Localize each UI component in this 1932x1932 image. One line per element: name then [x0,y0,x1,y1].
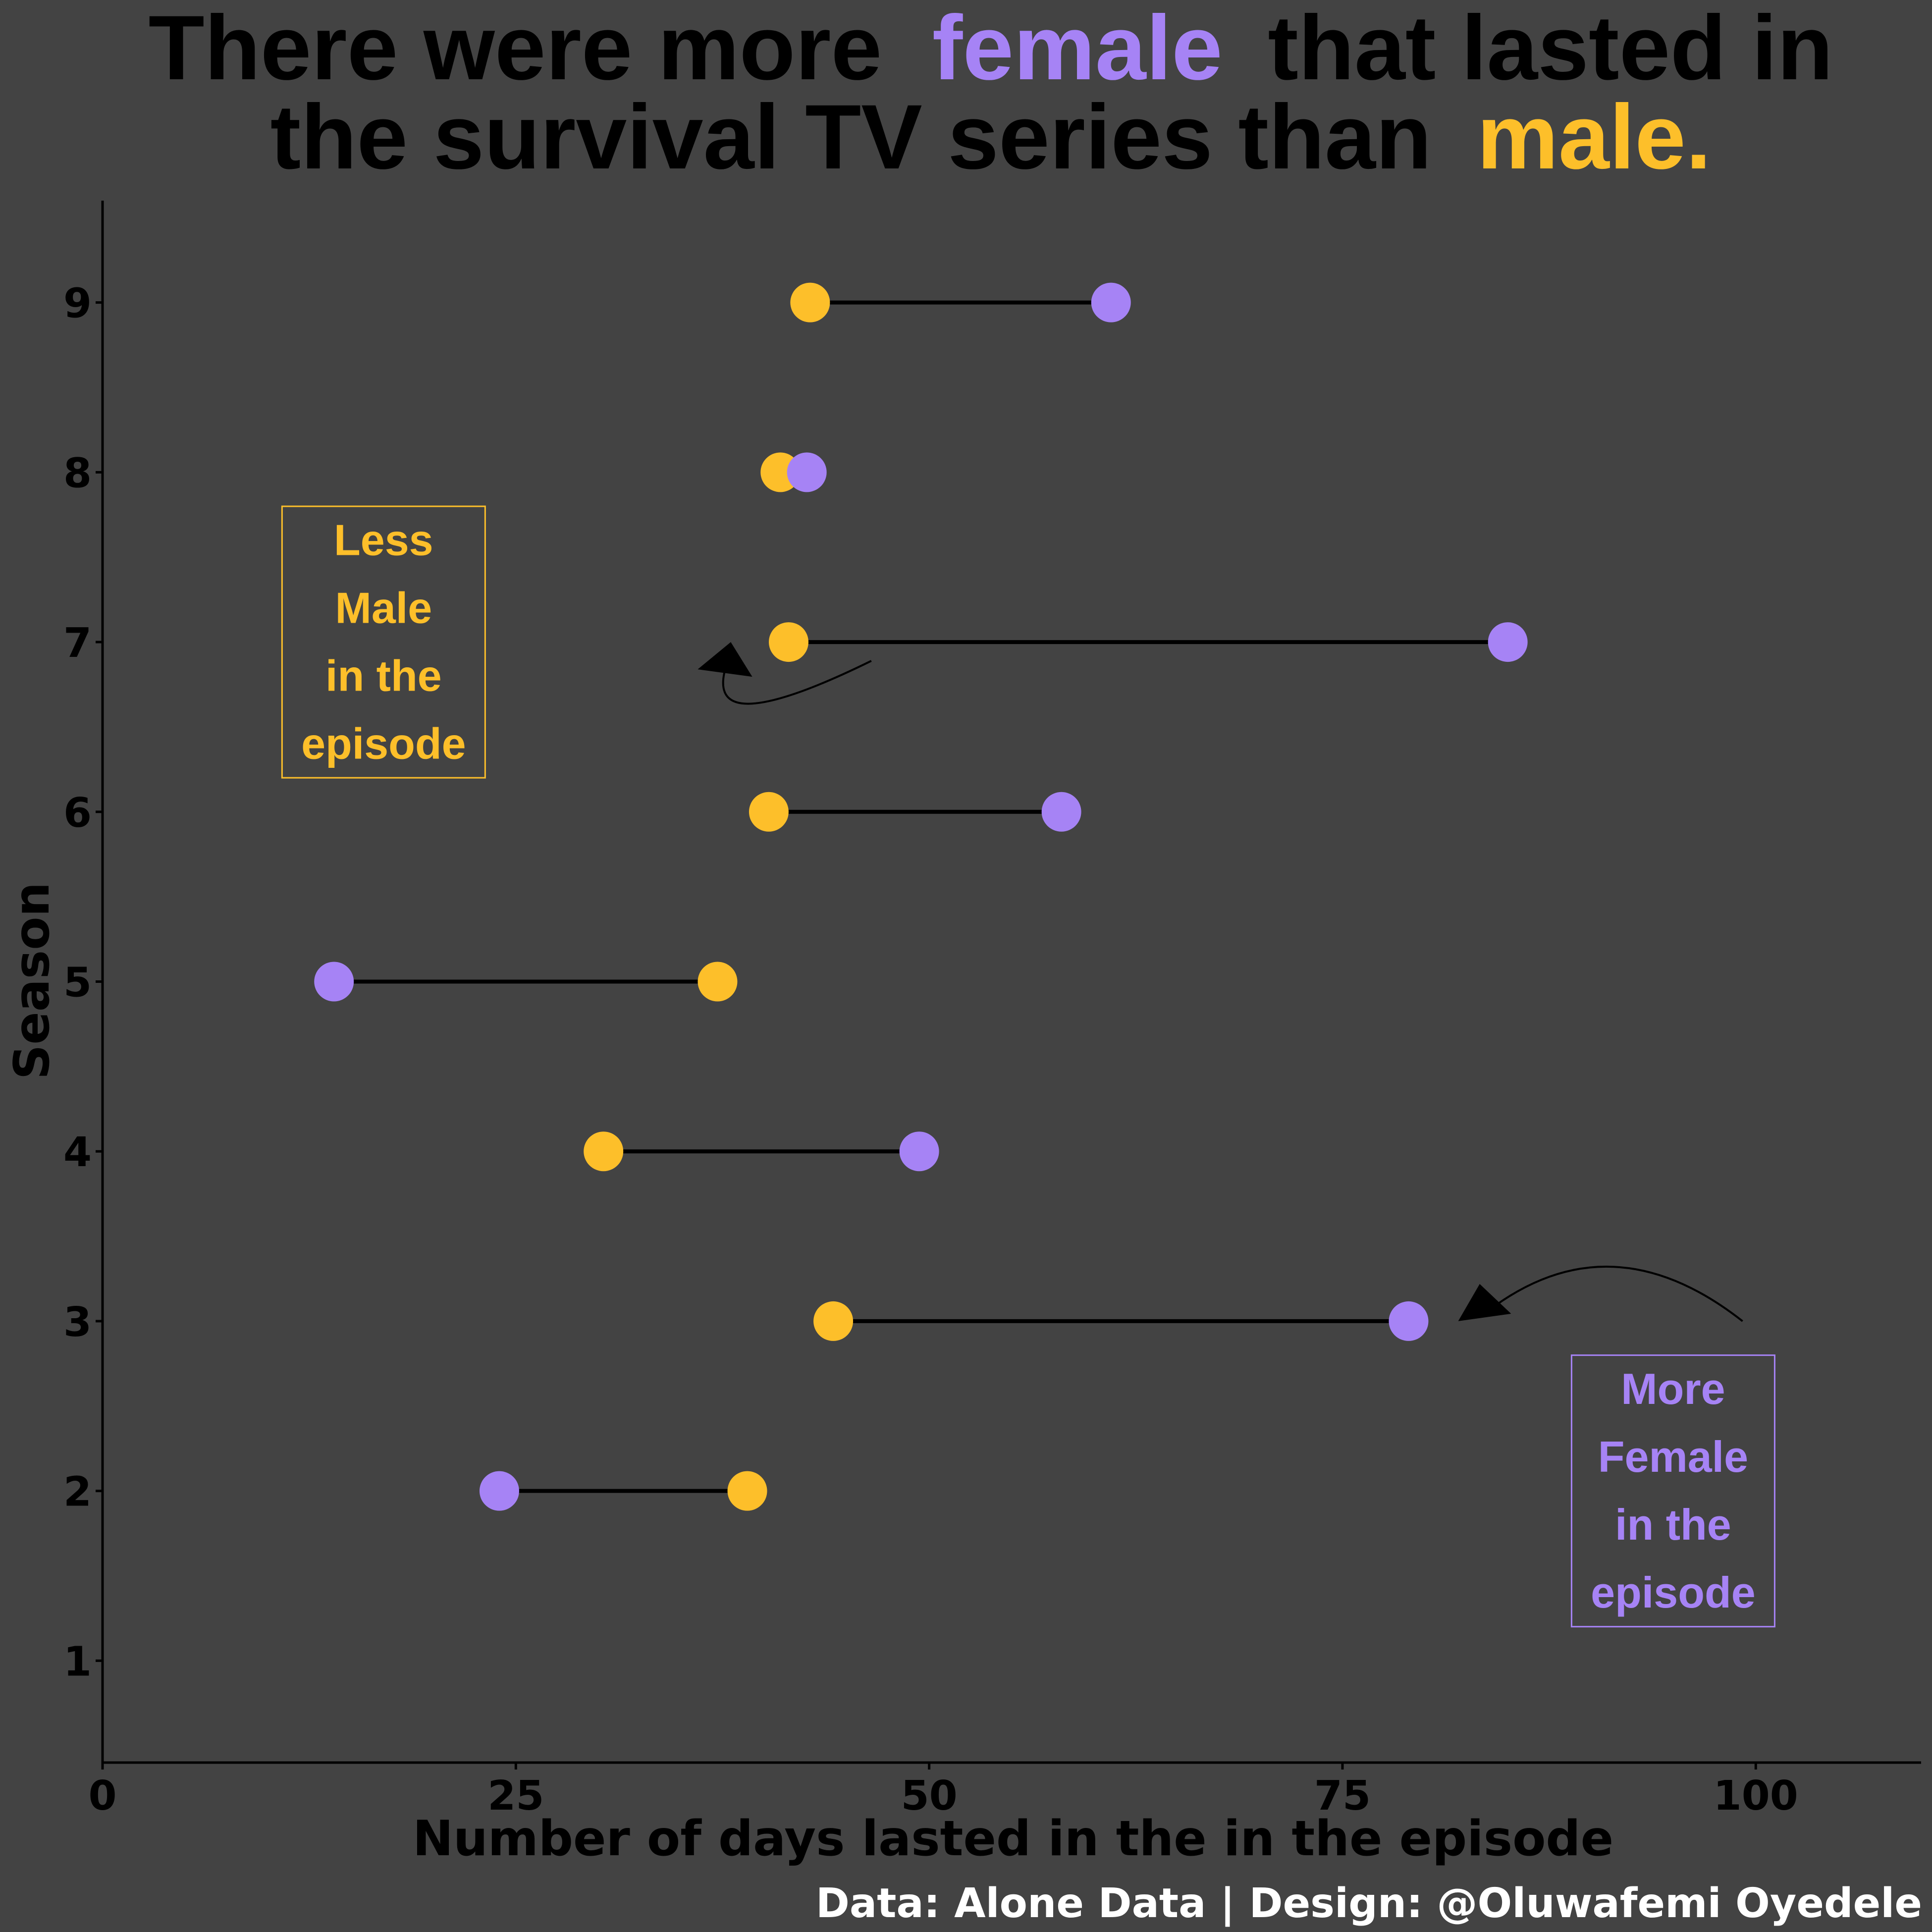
arrow-curve-male [722,660,872,705]
x-tick-label: 25 [487,1772,544,1820]
x-tick-label: 50 [901,1772,958,1820]
male-point [768,622,808,662]
female-point [899,1131,939,1172]
female-point [1389,1301,1429,1341]
male-point [749,792,789,832]
annotation-text: Male [335,584,432,633]
annotation-text: in the [325,651,442,700]
male-point [584,1131,624,1172]
arrow-curve-female [1481,1265,1743,1322]
female-point [314,962,354,1002]
title-female-word: female [932,0,1223,99]
x-tick-label: 100 [1714,1772,1798,1820]
female-point [1488,622,1528,662]
annotation-text: Less [334,516,433,565]
female-point [1041,792,1081,832]
arrowhead-male [698,642,752,677]
caption: Data: Alone Data | Design: @Oluwafemi Oy… [816,1880,1922,1928]
title-part-3: the survival TV series than [270,86,1432,188]
x-tick-label: 75 [1314,1772,1371,1820]
x-tick-label: 0 [88,1772,116,1820]
y-tick-label: 3 [63,1299,92,1346]
y-tick-label: 8 [63,450,92,497]
male-point [698,962,738,1002]
title-line-1: There were more female that lasted in [149,0,1833,99]
y-tick-label: 9 [63,280,92,327]
plot-area: 1 2 3 4 5 6 7 8 9 0 25 50 75 100 Less Male in the episode… [63,201,1921,1820]
title-male-word: male. [1477,86,1711,188]
annotation-box-female [1570,1354,1775,1628]
annotation-text: in the [1615,1500,1731,1549]
annotation-text: Female [1598,1432,1748,1481]
annotation-text: More [1621,1364,1725,1413]
title-part-2: that lasted in [1268,0,1833,99]
arrowhead-female [1458,1284,1511,1321]
annotation-box-male [281,505,486,779]
female-point [787,452,827,492]
annotation-text: episode [301,719,466,768]
annotation-text: episode [1591,1568,1756,1617]
x-axis-label: Number of days lasted in the in the epis… [413,1811,1613,1867]
male-point [813,1301,854,1341]
y-tick-label: 6 [63,790,92,837]
y-axis-label: Season [4,882,60,1080]
chart-title: There were more female that lasted in th… [149,0,1833,188]
y-tick-label: 7 [63,620,92,667]
y-tick-label: 5 [63,960,92,1007]
female-point [1091,282,1131,322]
y-tick-label: 1 [63,1638,92,1685]
title-part-1: There were more [149,0,882,99]
male-point [790,282,830,322]
y-tick-label: 2 [63,1469,92,1516]
male-point [727,1471,767,1511]
y-tick-label: 4 [63,1129,92,1176]
female-point [479,1471,519,1511]
title-line-2: the survival TV series than male. [270,86,1712,188]
